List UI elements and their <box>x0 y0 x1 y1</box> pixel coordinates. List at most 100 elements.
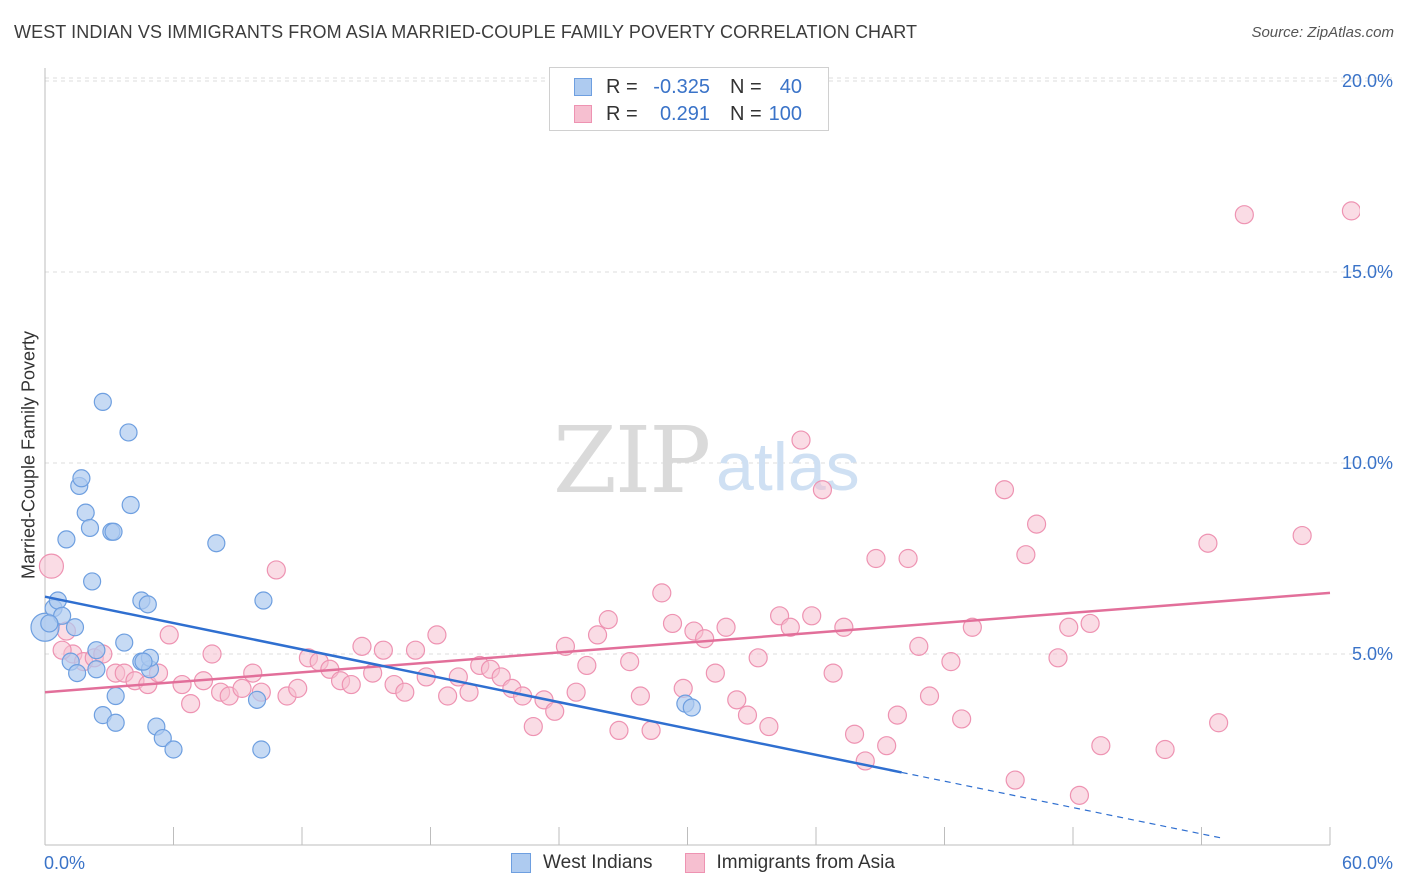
watermark: ZIP atlas <box>553 407 860 514</box>
immigrants-asia-point <box>866 548 886 569</box>
trend-lines <box>44 591 1331 839</box>
immigrants-asia-point <box>1059 617 1079 637</box>
immigrants-asia-point <box>1026 514 1047 534</box>
immigrants-asia-point <box>427 625 447 645</box>
west-indians-point <box>138 595 157 614</box>
immigrants-asia-point <box>1016 545 1036 565</box>
immigrants-asia-point <box>159 625 179 645</box>
immigrants-asia-point <box>962 617 982 637</box>
tick-labels: 5.0% 10.0% 15.0% 20.0% 0.0% 60.0% <box>44 71 1393 873</box>
immigrants-asia-point <box>598 610 618 630</box>
immigrants-asia-point <box>737 705 758 725</box>
x-tick-label-max: 60.0% <box>1342 853 1393 873</box>
immigrants-asia-trend-line <box>44 591 1331 694</box>
immigrants-asia-point <box>844 724 865 744</box>
immigrants-asia-point <box>1198 533 1218 553</box>
west-indians-trend-extension <box>901 771 1224 839</box>
immigrants-asia-point <box>352 636 372 656</box>
immigrants-asia-point <box>898 548 918 569</box>
immigrants-asia-point <box>877 736 897 756</box>
immigrants-asia-point <box>38 553 65 579</box>
y-tick-label: 5.0% <box>1352 644 1393 664</box>
immigrants-asia-point <box>909 636 929 656</box>
west-indians-point <box>121 495 140 515</box>
watermark-zip: ZIP <box>553 407 709 514</box>
west-indians-point <box>682 698 701 717</box>
immigrants-asia-point <box>748 648 768 668</box>
west-indians-point <box>254 591 273 610</box>
immigrants-asia-point <box>662 613 683 634</box>
immigrants-asia-point <box>673 678 693 698</box>
y-tick-label: 10.0% <box>1342 453 1393 473</box>
immigrants-asia-point <box>609 720 629 741</box>
immigrants-asia-point <box>1005 770 1025 790</box>
immigrants-asia-point <box>181 694 201 714</box>
immigrants-asia-point <box>1091 736 1111 756</box>
immigrants-asia-point <box>834 617 854 637</box>
west-indians-point <box>40 614 59 633</box>
immigrants-asia-point <box>641 720 661 741</box>
y-tick-label: 20.0% <box>1342 71 1393 91</box>
axes <box>44 68 1331 846</box>
immigrants-asia-point <box>1341 201 1360 221</box>
immigrants-asia-point <box>887 705 907 725</box>
legend-row-immigrants-asia: R = 0.291 N = 100 <box>574 102 802 126</box>
immigrants-asia-point <box>1080 613 1100 634</box>
immigrants-asia-point <box>695 629 715 649</box>
legend-n-value: 100 <box>768 102 802 125</box>
immigrants-asia-point <box>727 690 747 710</box>
chart-title: WEST INDIAN VS IMMIGRANTS FROM ASIA MARR… <box>14 22 918 42</box>
west-indians-point <box>93 392 112 411</box>
immigrants-asia-point <box>791 430 811 450</box>
series-legend-west-indians[interactable]: West Indians <box>511 852 653 874</box>
legend-row-west-indians: R = -0.325 N = 40 <box>574 75 802 99</box>
immigrants-asia-point <box>716 617 736 637</box>
west-indians-point <box>80 518 100 538</box>
series-legend-immigrants-asia[interactable]: Immigrants from Asia <box>684 852 895 874</box>
y-axis-label: Married-Couple Family Poverty <box>18 330 39 580</box>
series-legend: West Indians Immigrants from Asia <box>0 852 1406 874</box>
legend-r-label: R = <box>606 75 638 98</box>
immigrants-asia-point <box>172 674 192 695</box>
west-indians-points <box>30 392 701 759</box>
legend-r-value: -0.325 <box>653 75 710 98</box>
west-indians-point <box>87 641 106 660</box>
immigrants-asia-point <box>1069 785 1090 805</box>
legend-r-label: R = <box>606 102 638 125</box>
immigrants-asia-point <box>759 716 779 737</box>
legend-swatch-pink <box>574 105 592 123</box>
west-indians-point <box>153 728 172 748</box>
immigrants-asia-point <box>823 663 843 683</box>
west-indians-point <box>106 713 125 732</box>
immigrants-asia-point <box>545 701 565 721</box>
immigrants-asia-point <box>812 480 833 500</box>
west-indians-point <box>104 522 123 541</box>
west-indians-point <box>87 660 106 679</box>
west-indians-point <box>207 534 226 553</box>
immigrants-asia-point <box>941 652 961 672</box>
immigrants-asia-point <box>1292 525 1312 546</box>
correlation-legend: R = -0.325 N = 40 R = 0.291 N = 100 <box>549 67 829 131</box>
west-indians-point <box>164 740 183 759</box>
west-indians-trend-line <box>44 595 902 774</box>
west-indians-point <box>76 503 95 522</box>
immigrants-asia-point <box>919 686 940 706</box>
west-indians-point <box>252 740 271 759</box>
west-indians-point <box>72 469 91 488</box>
west-indians-point <box>65 618 85 637</box>
west-indians-point <box>119 423 138 442</box>
legend-n-value: 40 <box>779 75 802 98</box>
series-label-west-indians: West Indians <box>543 852 653 873</box>
west-indians-point <box>106 686 125 706</box>
west-indians-point <box>134 652 153 671</box>
immigrants-asia-point <box>620 652 640 672</box>
immigrants-asia-point <box>405 640 426 660</box>
immigrants-asia-point <box>652 583 672 603</box>
immigrants-asia-point <box>438 686 458 706</box>
immigrants-asia-point <box>1209 713 1229 733</box>
west-indians-point <box>115 633 134 652</box>
series-swatch-pink <box>684 853 705 873</box>
x-tick-label-min: 0.0% <box>44 853 85 873</box>
legend-n-label: N = <box>730 75 762 98</box>
